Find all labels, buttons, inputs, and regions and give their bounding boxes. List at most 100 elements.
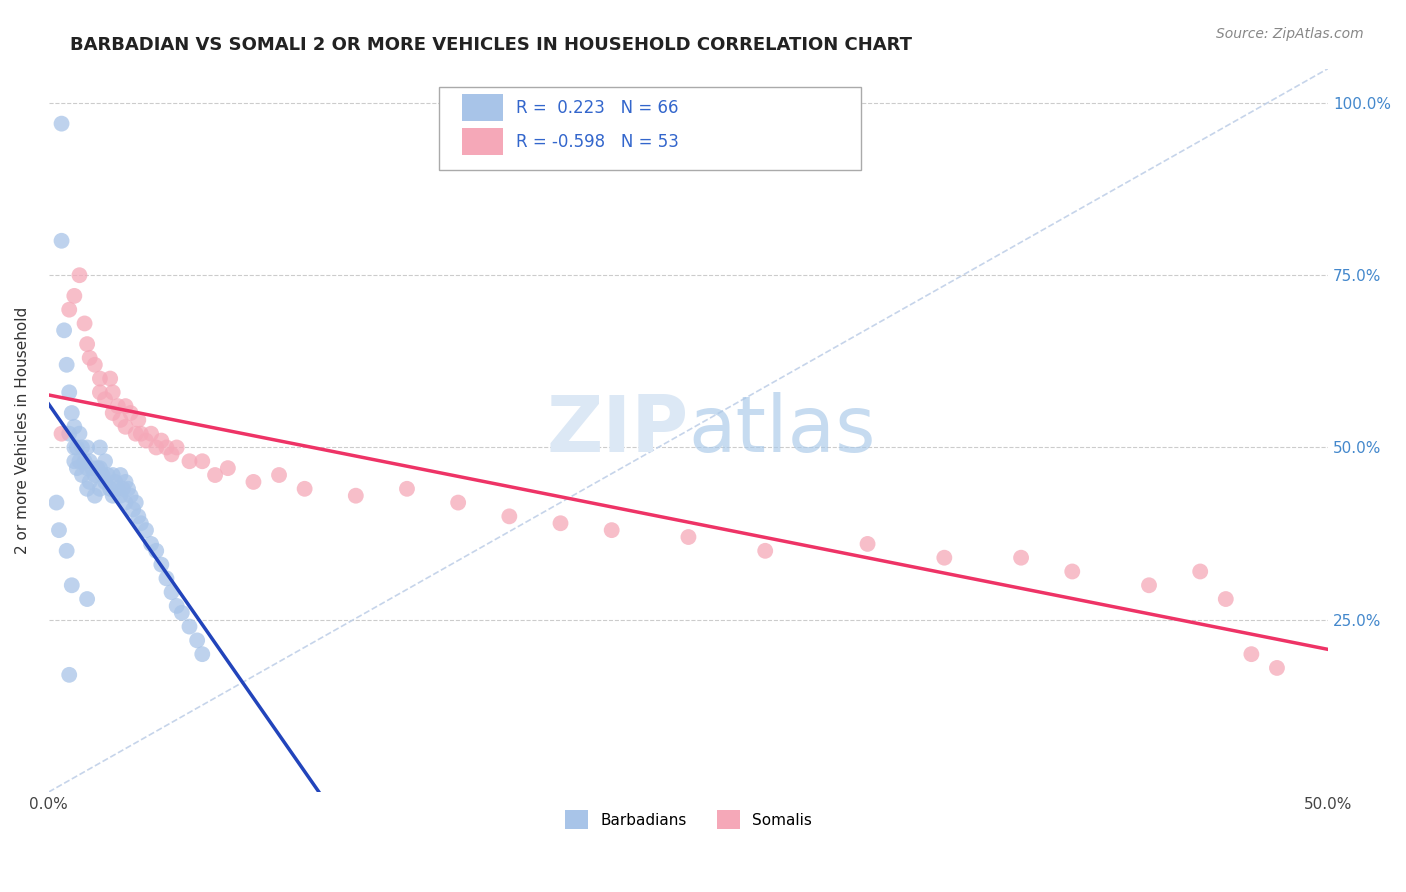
Point (79, 454, 101, 468)
Point (155, 441, 177, 455)
Point (55, 358, 77, 372)
Point (70, 468, 93, 483)
Text: Source: ZipAtlas.com: Source: ZipAtlas.com (1216, 27, 1364, 41)
Point (76, 461, 98, 475)
Point (150, 558, 173, 572)
Point (135, 523, 157, 537)
Point (107, 482, 129, 496)
Point (76, 337, 98, 351)
Point (89, 461, 111, 475)
Text: BARBADIAN VS SOMALI 2 OR MORE VEHICLES IN HOUSEHOLD CORRELATION CHART: BARBADIAN VS SOMALI 2 OR MORE VEHICLES I… (70, 36, 912, 54)
Point (79, 351, 101, 365)
Point (101, 406, 124, 420)
Point (447, 495, 470, 509)
Point (73, 454, 96, 468)
Point (344, 489, 367, 503)
Point (58, 426, 80, 441)
Point (82, 461, 104, 475)
Point (60, 406, 83, 420)
Point (58, 302, 80, 317)
Point (139, 426, 162, 441)
Point (63, 289, 86, 303)
Point (51, 426, 73, 441)
Point (166, 441, 188, 455)
Point (191, 647, 214, 661)
Point (94, 475, 117, 489)
Point (48, 523, 70, 537)
Point (1062, 565, 1084, 579)
Y-axis label: 2 or more Vehicles in Household: 2 or more Vehicles in Household (15, 307, 30, 554)
Point (166, 599, 188, 613)
Point (45, 495, 67, 509)
Point (98, 371, 121, 385)
FancyBboxPatch shape (463, 128, 503, 154)
Point (160, 585, 183, 599)
Point (63, 419, 86, 434)
Point (114, 399, 136, 413)
Point (89, 441, 111, 455)
Point (117, 482, 139, 496)
Point (104, 475, 127, 489)
Text: R =  0.223   N = 66: R = 0.223 N = 66 (516, 99, 678, 117)
Point (242, 475, 264, 489)
Point (1189, 565, 1212, 579)
Point (179, 619, 201, 633)
Point (69, 454, 91, 468)
Point (267, 468, 290, 483)
Point (83, 358, 105, 372)
Point (69, 268, 91, 283)
Text: atlas: atlas (689, 392, 876, 468)
Point (98, 482, 121, 496)
Legend: Barbadians, Somalis: Barbadians, Somalis (558, 804, 818, 835)
Point (55, 544, 77, 558)
Point (60, 578, 83, 592)
Point (97, 468, 120, 483)
Point (150, 434, 173, 448)
Point (58, 668, 80, 682)
Point (66, 441, 89, 455)
Point (70, 441, 93, 455)
Point (110, 489, 132, 503)
Point (135, 434, 157, 448)
Point (191, 454, 214, 468)
Point (76, 441, 98, 455)
Point (110, 468, 132, 483)
Point (101, 468, 124, 483)
Point (170, 606, 193, 620)
Point (127, 509, 149, 524)
Text: R = -0.598   N = 53: R = -0.598 N = 53 (516, 133, 679, 151)
Point (294, 482, 316, 496)
Point (856, 537, 879, 551)
Point (1137, 578, 1160, 592)
Point (63, 441, 86, 455)
Point (139, 537, 162, 551)
Point (1240, 647, 1263, 661)
Point (678, 530, 700, 544)
Point (1010, 550, 1032, 565)
Point (1265, 661, 1288, 675)
Point (160, 447, 183, 461)
Point (122, 502, 145, 516)
Point (76, 592, 98, 607)
Point (83, 468, 105, 483)
Point (91, 468, 114, 483)
Point (125, 495, 148, 509)
Point (934, 550, 956, 565)
Point (204, 468, 226, 483)
Point (179, 454, 201, 468)
Point (89, 371, 111, 385)
Point (111, 482, 134, 496)
Point (101, 385, 124, 400)
Point (129, 516, 152, 531)
Point (145, 441, 167, 455)
Point (114, 475, 136, 489)
Point (498, 509, 520, 524)
Point (51, 234, 73, 248)
Point (58, 385, 80, 400)
Point (395, 482, 418, 496)
Point (120, 406, 142, 420)
Point (110, 413, 132, 427)
Point (125, 426, 148, 441)
Point (129, 426, 152, 441)
Text: ZIP: ZIP (546, 392, 689, 468)
